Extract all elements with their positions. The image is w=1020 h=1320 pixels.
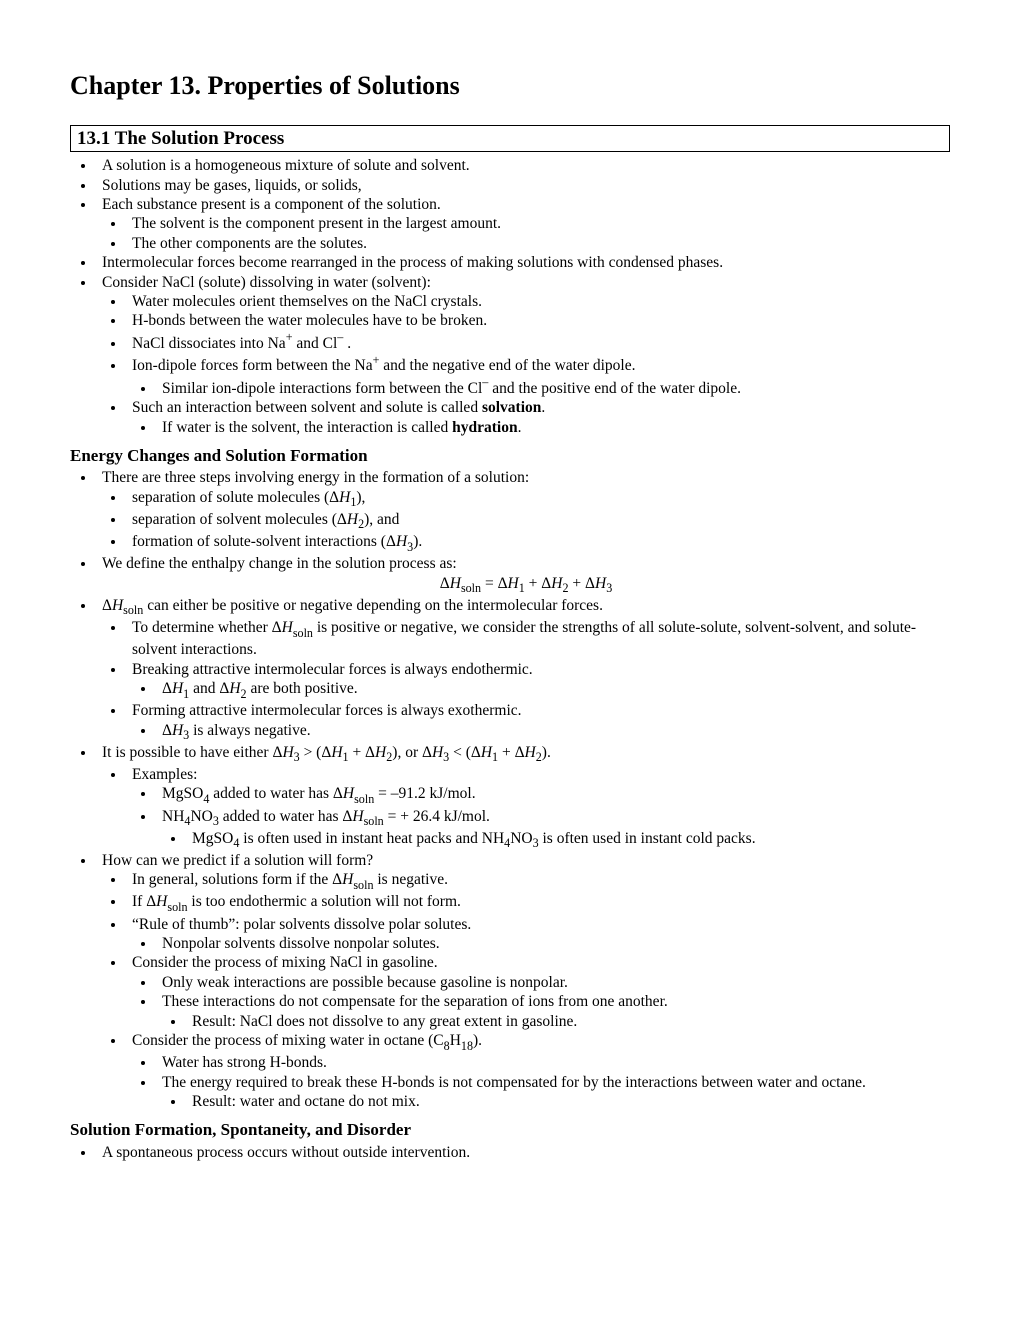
list-item: Similar ion-dipole interactions form bet…: [156, 376, 950, 399]
list-item: Water molecules orient themselves on the…: [126, 292, 950, 311]
list-item: In general, solutions form if the ΔHsoln…: [126, 870, 950, 892]
list-item: separation of solvent molecules (ΔH2), a…: [126, 510, 950, 532]
list-item: If water is the solvent, the interaction…: [156, 418, 950, 437]
list-item: ΔH3 is always negative.: [156, 721, 950, 743]
spontaneity-list: A spontaneous process occurs without out…: [96, 1143, 950, 1162]
list-item: “Rule of thumb”: polar solvents dissolve…: [126, 915, 950, 954]
subheading-spontaneity: Solution Formation, Spontaneity, and Dis…: [70, 1119, 950, 1140]
list-item: formation of solute-solvent interactions…: [126, 532, 950, 554]
list-item: Ion-dipole forces form between the Na+ a…: [126, 353, 950, 398]
list-item: A spontaneous process occurs without out…: [96, 1143, 950, 1162]
list-item: Only weak interactions are possible beca…: [156, 973, 950, 992]
chapter-title: Chapter 13. Properties of Solutions: [70, 70, 950, 103]
list-item: Each substance present is a component of…: [96, 195, 950, 253]
list-item: How can we predict if a solution will fo…: [96, 851, 950, 1111]
main-list: A solution is a homogeneous mixture of s…: [96, 156, 950, 437]
list-item: NaCl dissociates into Na+ and Cl– .: [126, 331, 950, 354]
equation-enthalpy: ΔHsoln = ΔH1 + ΔH2 + ΔH3: [102, 574, 950, 596]
list-item: A solution is a homogeneous mixture of s…: [96, 156, 950, 175]
list-item: Such an interaction between solvent and …: [126, 398, 950, 437]
list-item: separation of solute molecules (ΔH1),: [126, 488, 950, 510]
list-item: Solutions may be gases, liquids, or soli…: [96, 176, 950, 195]
list-item: There are three steps involving energy i…: [96, 468, 950, 554]
list-item: Consider NaCl (solute) dissolving in wat…: [96, 273, 950, 437]
list-item: MgSO4 added to water has ΔHsoln = –91.2 …: [156, 784, 950, 806]
list-item: To determine whether ΔHsoln is positive …: [126, 618, 950, 660]
list-item: If ΔHsoln is too endothermic a solution …: [126, 892, 950, 914]
list-item: Consider the process of mixing water in …: [126, 1031, 950, 1111]
list-item: Result: NaCl does not dissolve to any gr…: [186, 1012, 950, 1031]
list-item: NH4NO3 added to water has ΔHsoln = + 26.…: [156, 807, 950, 851]
section-heading: 13.1 The Solution Process: [70, 125, 950, 153]
list-item: ΔH1 and ΔH2 are both positive.: [156, 679, 950, 701]
list-item: H-bonds between the water molecules have…: [126, 311, 950, 330]
list-item: These interactions do not compensate for…: [156, 992, 950, 1031]
energy-list: There are three steps involving energy i…: [96, 468, 950, 1111]
list-item: The other components are the solutes.: [126, 234, 950, 253]
list-item: Consider the process of mixing NaCl in g…: [126, 953, 950, 1031]
list-item: Water has strong H-bonds.: [156, 1053, 950, 1072]
list-item: It is possible to have either ΔH3 > (ΔH1…: [96, 743, 950, 851]
list-item: Nonpolar solvents dissolve nonpolar solu…: [156, 934, 950, 953]
list-item: Forming attractive intermolecular forces…: [126, 701, 950, 743]
list-item: We define the enthalpy change in the sol…: [96, 554, 950, 596]
list-item: Result: water and octane do not mix.: [186, 1092, 950, 1111]
list-item: ΔHsoln can either be positive or negativ…: [96, 596, 950, 743]
list-item: Examples: MgSO4 added to water has ΔHsol…: [126, 765, 950, 851]
subheading-energy: Energy Changes and Solution Formation: [70, 445, 950, 466]
list-item: Breaking attractive intermolecular force…: [126, 660, 950, 702]
list-item: Intermolecular forces become rearranged …: [96, 253, 950, 272]
list-item: The solvent is the component present in …: [126, 214, 950, 233]
list-item: The energy required to break these H-bon…: [156, 1073, 950, 1112]
list-item: MgSO4 is often used in instant heat pack…: [186, 829, 950, 851]
